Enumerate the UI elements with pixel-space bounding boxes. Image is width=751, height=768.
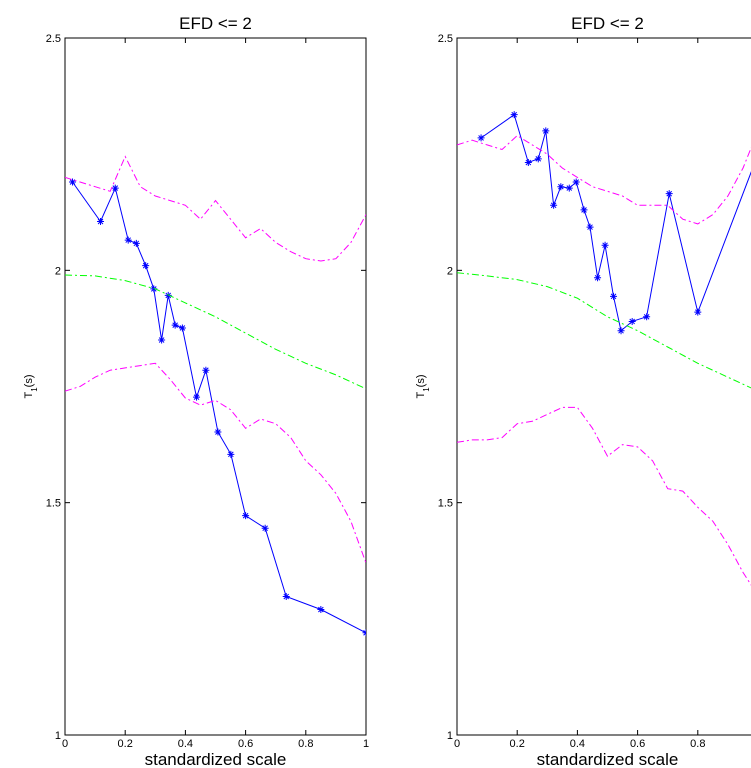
- left-series-0-point: [69, 178, 77, 186]
- left-y-axis-label-main: T: [23, 392, 35, 399]
- left-series-0-point: [242, 512, 250, 520]
- left-series-0-point: [214, 428, 222, 436]
- left-series-0-point: [111, 184, 119, 192]
- left-series-0-point: [97, 218, 105, 226]
- right-series-0-point: [550, 201, 558, 209]
- left-series-0-point: [193, 393, 201, 401]
- left-y-tick-label: 1: [55, 730, 61, 742]
- right-axes-frame: [456, 37, 751, 736]
- right-y-axis-label-suffix: (s): [415, 374, 427, 387]
- right-x-tick-label: 0: [454, 738, 460, 750]
- right-series-0-point: [534, 155, 542, 163]
- left-y-tick-label: 1.5: [46, 498, 61, 510]
- right-series-0-point: [557, 183, 565, 191]
- left-x-tick-label: 0: [62, 738, 68, 750]
- left-chart: EFD <= 2 0 0.2 0.4 0.6 0.8 1 1 1.5 2 2.5 standard…: [23, 14, 369, 768]
- left-x-tick-label: 0.8: [298, 738, 313, 750]
- right-chart: EFD <= 2 0 0.2 0.4 0.6 0.8 1 1.5 2 2.5 standardi…: [415, 14, 751, 768]
- left-series-0-point: [142, 262, 150, 270]
- left-series-0-point: [227, 450, 235, 458]
- right-x-tick-label: 0.8: [690, 738, 705, 750]
- left-series-0-point: [282, 593, 290, 601]
- left-series-0-point: [202, 366, 210, 374]
- right-series-0-line: [480, 113, 751, 332]
- left-x-tick-label: 1: [363, 738, 369, 750]
- right-series-0-point: [665, 190, 673, 198]
- right-y-tick-label: 2: [447, 265, 453, 277]
- right-ticks: 0 0.2 0.4 0.6 0.8 1 1.5 2 2.5: [438, 33, 706, 750]
- left-y-axis-label-suffix: (s): [23, 374, 35, 387]
- left-series-0-point: [362, 629, 366, 637]
- right-series-0-point: [694, 308, 702, 316]
- left-series-0-point: [178, 324, 186, 332]
- right-y-axis-label: T1(s): [415, 374, 431, 398]
- right-series-3-line: [457, 406, 751, 586]
- left-y-axis-label-sub: 1: [30, 387, 39, 392]
- right-series-0-point: [524, 159, 532, 167]
- right-x-tick-label: 0.6: [630, 738, 645, 750]
- left-series-0-point: [317, 606, 325, 614]
- right-series-0-point: [572, 178, 580, 186]
- right-series-0-point: [601, 241, 609, 249]
- left-series-0-point: [124, 236, 132, 244]
- right-series-0-point: [594, 274, 602, 282]
- left-series-0-point: [132, 239, 140, 247]
- right-series-0-point: [510, 111, 518, 119]
- left-y-tick-label: 2.5: [46, 33, 61, 45]
- left-series-0-point: [158, 336, 166, 344]
- right-y-axis-label-main: T: [415, 392, 427, 399]
- right-series-0-point: [542, 127, 550, 135]
- left-plot-area: [65, 155, 366, 637]
- right-series-2-line: [457, 134, 751, 225]
- right-series-0-point: [586, 223, 594, 231]
- left-series-0-point: [171, 321, 179, 329]
- right-x-tick-label: 0.4: [570, 738, 585, 750]
- left-x-tick-label: 0.2: [118, 738, 133, 750]
- left-axes-frame: [64, 37, 367, 736]
- right-series-0-point: [610, 292, 618, 300]
- right-y-tick-label: 1: [447, 730, 453, 742]
- left-x-axis-label: standardized scale: [145, 750, 287, 768]
- left-series-3-line: [65, 362, 366, 564]
- right-series-0-point: [580, 206, 588, 214]
- right-series-0-point: [643, 313, 651, 321]
- right-chart-title: EFD <= 2: [571, 14, 644, 33]
- right-series-0-point: [628, 317, 636, 325]
- right-y-axis-label-sub: 1: [422, 387, 431, 392]
- right-x-tick-label: 0.2: [510, 738, 525, 750]
- left-ticks: 0 0.2 0.4 0.6 0.8 1 1 1.5 2 2.5: [46, 33, 369, 750]
- left-series-2-line: [65, 155, 366, 262]
- left-series-0-line: [72, 181, 366, 634]
- right-y-tick-label: 2.5: [438, 33, 453, 45]
- left-x-tick-label: 0.4: [178, 738, 193, 750]
- left-series-1-line: [65, 274, 366, 390]
- right-series-0-point: [477, 134, 485, 142]
- left-chart-title: EFD <= 2: [179, 14, 252, 33]
- right-plot-area: [457, 111, 751, 586]
- left-y-tick-label: 2: [55, 265, 61, 277]
- right-series-0-point: [617, 327, 625, 335]
- right-series-1-line: [457, 272, 751, 389]
- right-series-0-point: [565, 184, 573, 192]
- left-y-axis-label: T1(s): [23, 374, 39, 398]
- left-series-0-point: [261, 524, 269, 532]
- right-x-axis-label: standardized scale: [537, 750, 679, 768]
- left-x-tick-label: 0.6: [238, 738, 253, 750]
- right-y-tick-label: 1.5: [438, 498, 453, 510]
